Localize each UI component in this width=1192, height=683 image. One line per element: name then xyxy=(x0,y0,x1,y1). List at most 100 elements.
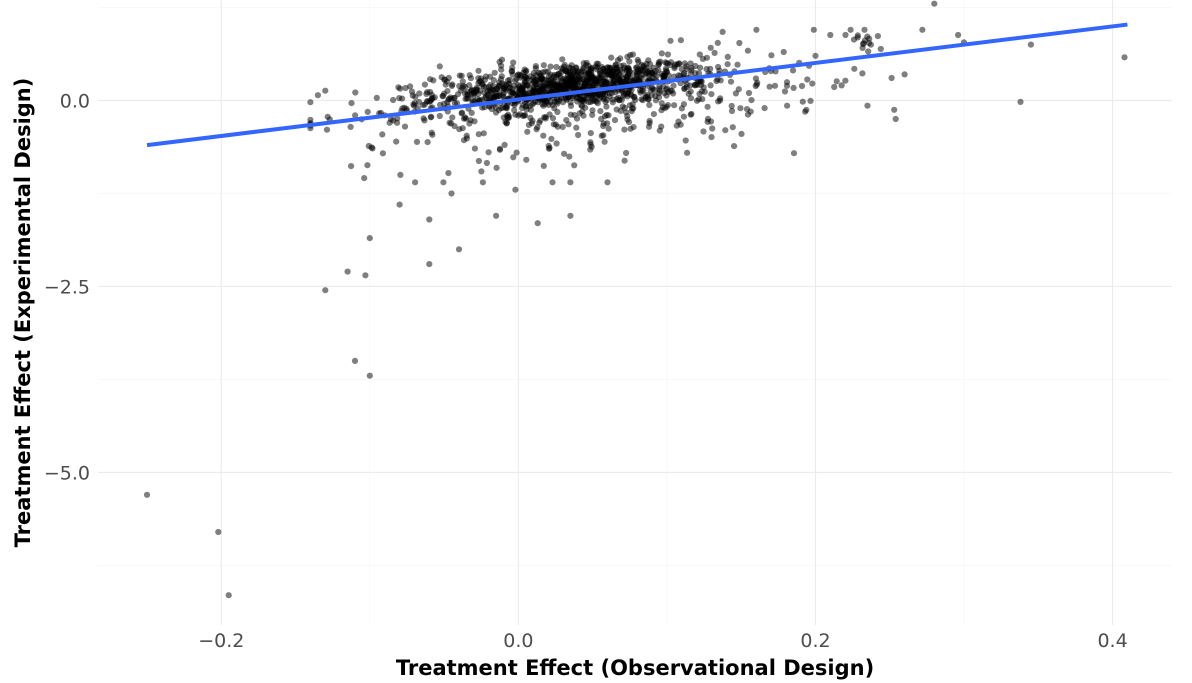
data-point xyxy=(664,51,672,58)
data-point xyxy=(663,69,670,76)
data-point xyxy=(891,106,898,113)
data-point xyxy=(678,65,685,73)
data-point xyxy=(449,114,456,121)
data-point xyxy=(555,70,562,77)
data-point xyxy=(747,108,754,115)
data-point xyxy=(496,145,504,152)
data-point xyxy=(807,97,814,104)
data-point xyxy=(566,81,573,88)
grid-layer xyxy=(98,0,1172,625)
data-point xyxy=(714,39,721,47)
data-point xyxy=(559,56,566,63)
data-point xyxy=(700,128,707,135)
data-point xyxy=(497,76,505,83)
data-point xyxy=(583,82,590,89)
data-point xyxy=(505,80,512,88)
data-point xyxy=(523,156,530,163)
data-point xyxy=(571,162,578,169)
data-point xyxy=(627,125,634,132)
data-point xyxy=(827,31,834,39)
data-point xyxy=(322,287,329,294)
data-point xyxy=(761,105,768,112)
data-point xyxy=(631,69,638,76)
data-point xyxy=(812,52,819,59)
data-point xyxy=(877,45,884,53)
data-point xyxy=(396,95,403,102)
data-point xyxy=(446,119,453,126)
data-point xyxy=(493,212,500,219)
data-point xyxy=(492,109,500,116)
data-point xyxy=(424,139,431,146)
data-point xyxy=(608,54,615,61)
data-point xyxy=(397,171,404,178)
data-point xyxy=(410,101,417,108)
data-point xyxy=(658,50,665,57)
data-point xyxy=(568,62,575,69)
data-point xyxy=(646,120,653,127)
data-point xyxy=(509,88,516,95)
data-point xyxy=(670,90,677,97)
data-point xyxy=(680,113,688,120)
data-point xyxy=(412,179,419,186)
data-point xyxy=(697,82,705,89)
data-point xyxy=(491,69,498,76)
data-point xyxy=(461,90,468,97)
data-point xyxy=(397,85,404,92)
data-point xyxy=(513,149,520,156)
points-layer xyxy=(143,0,1128,599)
data-point xyxy=(480,130,487,137)
data-point xyxy=(529,80,536,87)
data-point xyxy=(790,84,797,91)
data-point xyxy=(575,131,582,139)
data-point xyxy=(567,212,574,219)
data-point xyxy=(623,149,630,157)
data-point xyxy=(585,62,592,69)
data-point xyxy=(586,92,593,99)
data-point xyxy=(624,53,631,60)
data-point xyxy=(609,96,617,103)
data-point xyxy=(430,77,437,84)
data-point xyxy=(625,65,633,73)
data-point xyxy=(692,62,699,70)
data-point xyxy=(713,78,720,85)
data-point xyxy=(631,93,638,100)
data-point xyxy=(540,62,547,69)
data-point xyxy=(658,123,665,130)
data-point xyxy=(379,150,386,157)
data-point xyxy=(557,75,565,82)
data-point xyxy=(603,79,610,86)
data-point xyxy=(580,60,587,67)
data-point xyxy=(498,105,505,112)
data-point xyxy=(460,137,468,144)
data-point xyxy=(810,26,817,33)
data-point xyxy=(453,100,461,107)
data-point xyxy=(479,80,486,87)
data-point xyxy=(842,77,849,84)
data-point xyxy=(572,81,579,88)
data-point xyxy=(475,67,482,74)
data-point xyxy=(781,88,789,95)
data-point xyxy=(503,102,511,109)
data-point xyxy=(598,132,605,139)
data-point xyxy=(677,37,685,44)
data-point xyxy=(683,65,690,73)
data-point xyxy=(753,26,760,33)
data-point xyxy=(567,179,574,186)
data-point xyxy=(619,88,626,95)
data-point xyxy=(215,528,222,536)
data-point xyxy=(549,179,556,186)
data-point xyxy=(587,141,594,148)
data-point xyxy=(1121,54,1128,61)
data-point xyxy=(699,96,706,103)
data-point xyxy=(687,111,694,118)
data-point xyxy=(624,91,631,98)
data-point xyxy=(919,26,926,33)
data-point xyxy=(597,108,604,115)
data-point xyxy=(521,83,528,90)
data-point xyxy=(469,97,476,104)
data-point xyxy=(737,105,744,112)
data-point xyxy=(501,141,508,148)
data-point xyxy=(225,592,232,599)
data-point xyxy=(610,78,617,85)
